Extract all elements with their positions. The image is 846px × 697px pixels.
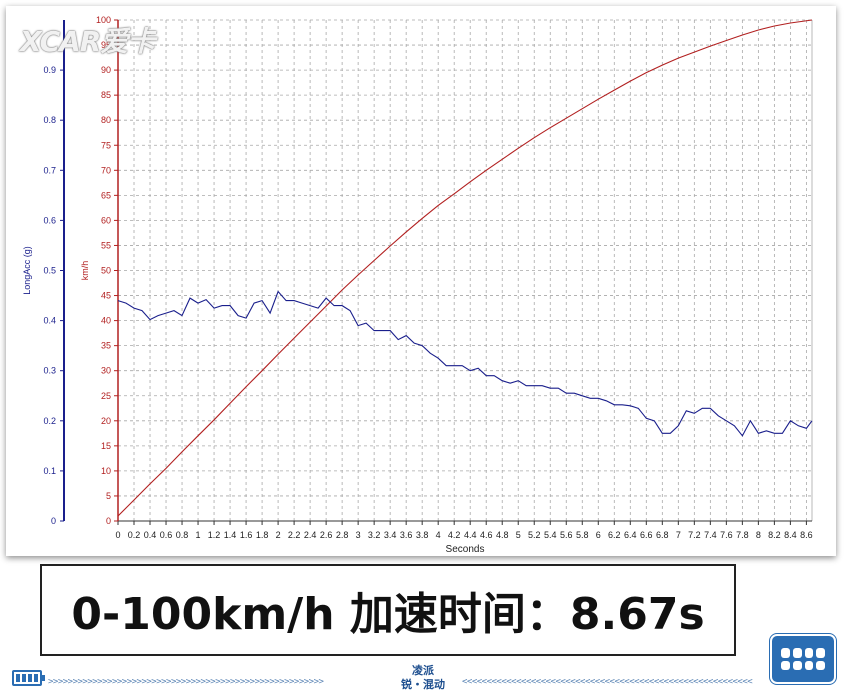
acc-tick-label: 0.9 bbox=[43, 65, 56, 75]
speed-tick-label: 60 bbox=[101, 215, 111, 225]
x-tick-label: 7.4 bbox=[704, 530, 717, 540]
footer-bar: >>>>>>>>>>>>>>>>>>>>>>>>>>>>>>>>>>>>>>>>… bbox=[0, 660, 846, 697]
x-tick-label: 0 bbox=[115, 530, 120, 540]
x-tick-label: 1.2 bbox=[208, 530, 221, 540]
acceleration-result-text: 0-100km/h 加速时间：8.67s bbox=[71, 589, 705, 640]
acc-axis-title: LongAcc (g) bbox=[22, 246, 32, 295]
x-tick-label: 4.8 bbox=[496, 530, 509, 540]
chart-panel: 0 0.2 0.4 0.6 0.8 1 1.2 1.4 1.6 1.8 2 2.2 2.4 2.6 2.8 3… bbox=[6, 6, 836, 556]
x-axis-title: Seconds bbox=[446, 544, 485, 555]
speed-tick-label: 85 bbox=[101, 90, 111, 100]
speed-axis-title: km/h bbox=[80, 261, 90, 281]
speed-tick-label: 0 bbox=[106, 516, 111, 526]
footer-arrows-right: <<<<<<<<<<<<<<<<<<<<<<<<<<<<<<<<<<<<<<<<… bbox=[462, 677, 753, 687]
x-tick-label: 6.2 bbox=[608, 530, 621, 540]
x-tick-label: 2.4 bbox=[304, 530, 317, 540]
acc-tick-label: 0.5 bbox=[43, 266, 56, 276]
x-tick-label: 8.4 bbox=[784, 530, 797, 540]
brand-powertrain-name: 锐・混动 bbox=[401, 678, 445, 691]
speed-tick-label: 55 bbox=[101, 240, 111, 250]
result-banner: 0-100km/h 加速时间：8.67s bbox=[40, 564, 736, 656]
x-tick-label: 8 bbox=[756, 530, 761, 540]
battery-icon bbox=[12, 670, 45, 686]
speed-tick-label: 50 bbox=[101, 266, 111, 276]
speed-tick-label: 25 bbox=[101, 391, 111, 401]
x-tick-label: 3.4 bbox=[384, 530, 397, 540]
speed-tick-label: 45 bbox=[101, 291, 111, 301]
acc-tick-label: 0.8 bbox=[43, 115, 56, 125]
speed-tick-label: 95 bbox=[101, 40, 111, 50]
x-tick-label: 4.2 bbox=[448, 530, 461, 540]
xcar-watermark-logo: XCAR爱卡 bbox=[20, 25, 155, 58]
speed-tick-label: 20 bbox=[101, 416, 111, 426]
x-tick-label: 3.8 bbox=[416, 530, 429, 540]
speed-tick-label: 5 bbox=[106, 491, 111, 501]
acc-tick-label: 0.1 bbox=[43, 466, 56, 476]
engine-icon bbox=[772, 636, 834, 682]
speed-series-line bbox=[117, 19, 813, 517]
x-tick-label: 5 bbox=[516, 530, 521, 540]
speed-tick-label: 40 bbox=[101, 316, 111, 326]
footer-arrows-left: >>>>>>>>>>>>>>>>>>>>>>>>>>>>>>>>>>>>>>>>… bbox=[48, 677, 324, 687]
speed-tick-label: 65 bbox=[101, 190, 111, 200]
x-tick-label: 0.4 bbox=[144, 530, 157, 540]
x-tick-label: 7.2 bbox=[688, 530, 701, 540]
speed-tick-label: 10 bbox=[101, 466, 111, 476]
acc-tick-label: 0 bbox=[51, 516, 56, 526]
x-tick-label: 2.8 bbox=[336, 530, 349, 540]
x-tick-label: 8.6 bbox=[800, 530, 813, 540]
acc-tick-label: 0.7 bbox=[43, 165, 56, 175]
x-tick-label: 4 bbox=[436, 530, 441, 540]
speed-tick-label: 80 bbox=[101, 115, 111, 125]
x-tick-label: 6.8 bbox=[656, 530, 669, 540]
x-tick-label: 7.8 bbox=[736, 530, 749, 540]
x-tick-label: 5.6 bbox=[560, 530, 573, 540]
acc-tick-label: 0.6 bbox=[43, 215, 56, 225]
x-tick-label: 0.8 bbox=[176, 530, 189, 540]
speed-tick-label: 90 bbox=[101, 65, 111, 75]
x-tick-label: 3.2 bbox=[368, 530, 381, 540]
x-tick-label: 2.2 bbox=[288, 530, 301, 540]
speed-tick-label: 70 bbox=[101, 165, 111, 175]
acceleration-chart: 0 0.2 0.4 0.6 0.8 1 1.2 1.4 1.6 1.8 2 2.2 2.4 2.6 2.8 3… bbox=[22, 15, 813, 555]
x-tick-label: 6.4 bbox=[624, 530, 637, 540]
x-tick-label: 2 bbox=[276, 530, 281, 540]
acc-series-line bbox=[117, 290, 813, 437]
x-tick-label: 4.6 bbox=[480, 530, 493, 540]
x-tick-label: 6.6 bbox=[640, 530, 653, 540]
x-tick-label: 6 bbox=[596, 530, 601, 540]
x-tick-label: 3 bbox=[356, 530, 361, 540]
x-tick-label: 1.4 bbox=[224, 530, 237, 540]
x-tick-label: 5.8 bbox=[576, 530, 589, 540]
acc-tick-label: 0.2 bbox=[43, 416, 56, 426]
x-tick-label: 5.2 bbox=[528, 530, 541, 540]
acc-tick-label: 0.3 bbox=[43, 366, 56, 376]
x-tick-label: 4.4 bbox=[464, 530, 477, 540]
speed-tick-label: 30 bbox=[101, 366, 111, 376]
x-tick-label: 1.8 bbox=[256, 530, 269, 540]
speed-tick-label: 15 bbox=[101, 441, 111, 451]
x-tick-label: 3.6 bbox=[400, 530, 413, 540]
speed-tick-label: 75 bbox=[101, 140, 111, 150]
x-tick-label: 8.2 bbox=[768, 530, 781, 540]
x-tick-label: 1 bbox=[196, 530, 201, 540]
acc-tick-label: 0.4 bbox=[43, 316, 56, 326]
x-tick-label: 1.6 bbox=[240, 530, 253, 540]
x-tick-label: 0.2 bbox=[128, 530, 141, 540]
x-tick-label: 0.6 bbox=[160, 530, 173, 540]
footer-brand: 凌派 锐・混动 bbox=[383, 664, 463, 692]
x-tick-label: 2.6 bbox=[320, 530, 333, 540]
speed-tick-label: 100 bbox=[96, 15, 111, 25]
x-tick-label: 7 bbox=[676, 530, 681, 540]
brand-model-name: 凌派 bbox=[412, 664, 434, 677]
x-tick-label: 5.4 bbox=[544, 530, 557, 540]
x-tick-label: 7.6 bbox=[720, 530, 733, 540]
speed-tick-label: 35 bbox=[101, 341, 111, 351]
